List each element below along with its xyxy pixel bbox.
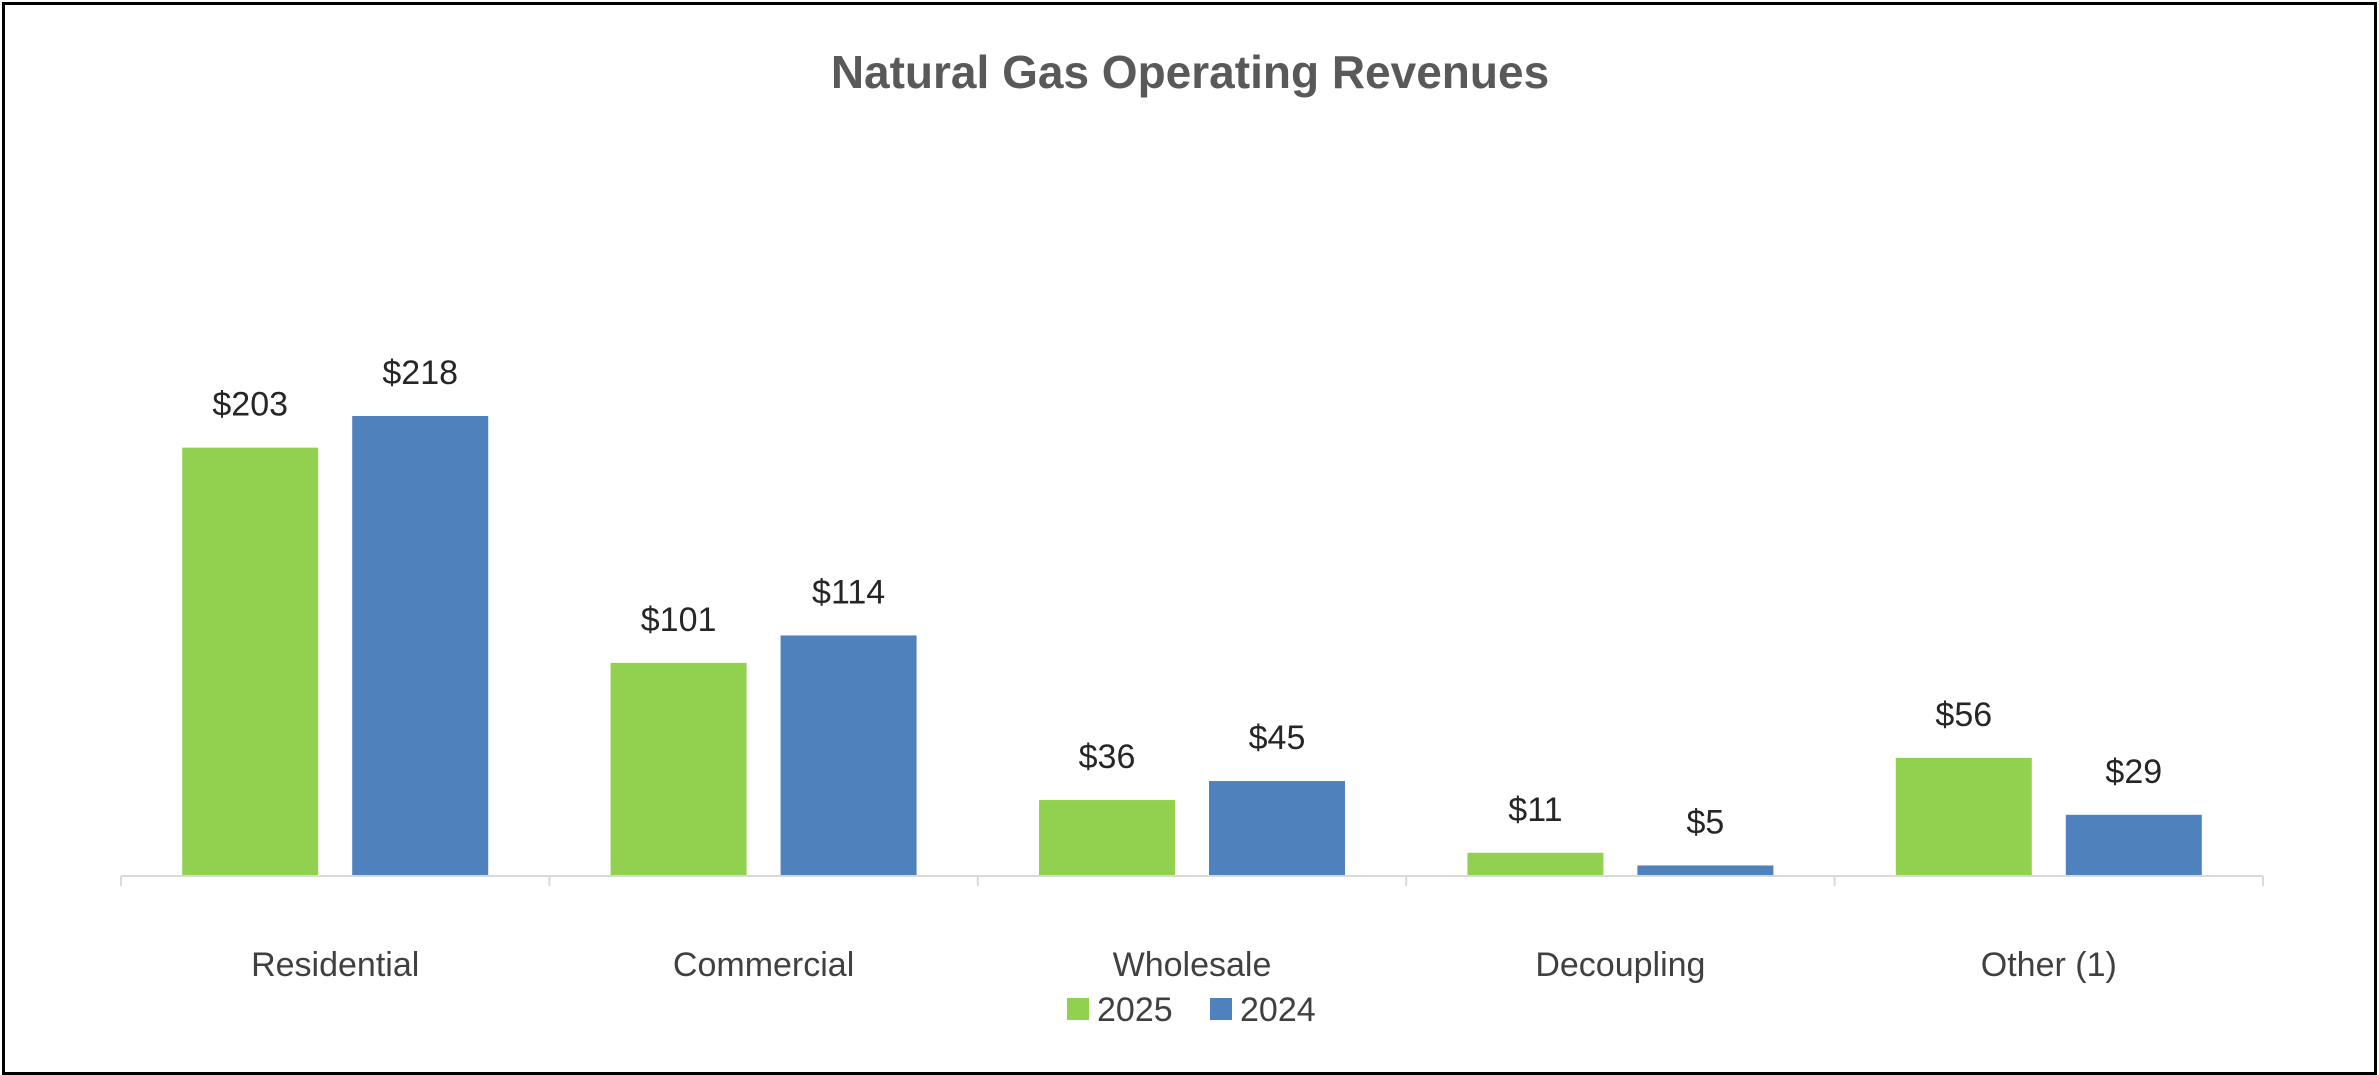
category-label: Other (1) bbox=[1981, 946, 2117, 984]
data-labels-group: $203 $218 $101 $114 $36 $45 $11 $5 $56 $29 bbox=[212, 354, 2162, 841]
bars-group bbox=[182, 416, 2202, 876]
category-label: Wholesale bbox=[1113, 946, 1272, 984]
bar-2024-commercial bbox=[780, 635, 917, 876]
data-label: $101 bbox=[641, 601, 717, 639]
bar-2024-other-1 bbox=[2065, 814, 2202, 876]
data-label: $56 bbox=[1935, 696, 1992, 734]
bar-2024-wholesale bbox=[1209, 781, 1345, 876]
data-label: $114 bbox=[812, 573, 885, 611]
data-label: $11 bbox=[1508, 791, 1562, 829]
chart-title: Natural Gas Operating Revenues bbox=[831, 46, 1549, 98]
data-label: $36 bbox=[1079, 738, 1136, 776]
category-label: Residential bbox=[251, 946, 419, 984]
bar-2024-decoupling bbox=[1637, 865, 1774, 876]
x-axis-ticks bbox=[120, 876, 2264, 886]
legend-swatch-2024 bbox=[1210, 998, 1232, 1020]
legend-swatch-2025 bbox=[1067, 998, 1089, 1020]
data-label: $203 bbox=[212, 386, 288, 424]
bar-2025-residential bbox=[182, 447, 319, 876]
data-label: $5 bbox=[1686, 803, 1724, 841]
category-labels-group: Residential Commercial Wholesale Decoupling… bbox=[251, 946, 2117, 984]
data-label: $45 bbox=[1249, 719, 1306, 757]
legend-label-2025: 2025 bbox=[1097, 991, 1173, 1029]
bar-2025-other-1 bbox=[1895, 757, 2032, 876]
bar-2025-decoupling bbox=[1467, 852, 1604, 876]
legend: 2025 2024 bbox=[1067, 991, 1316, 1029]
category-label: Commercial bbox=[673, 946, 854, 984]
legend-label-2024: 2024 bbox=[1240, 991, 1316, 1029]
data-label: $29 bbox=[2105, 753, 2162, 791]
bar-2024-residential bbox=[352, 416, 489, 876]
category-label: Decoupling bbox=[1535, 946, 1705, 984]
data-label: $218 bbox=[382, 354, 458, 392]
bar-2025-commercial bbox=[610, 662, 747, 876]
bar-2025-wholesale bbox=[1039, 800, 1175, 876]
